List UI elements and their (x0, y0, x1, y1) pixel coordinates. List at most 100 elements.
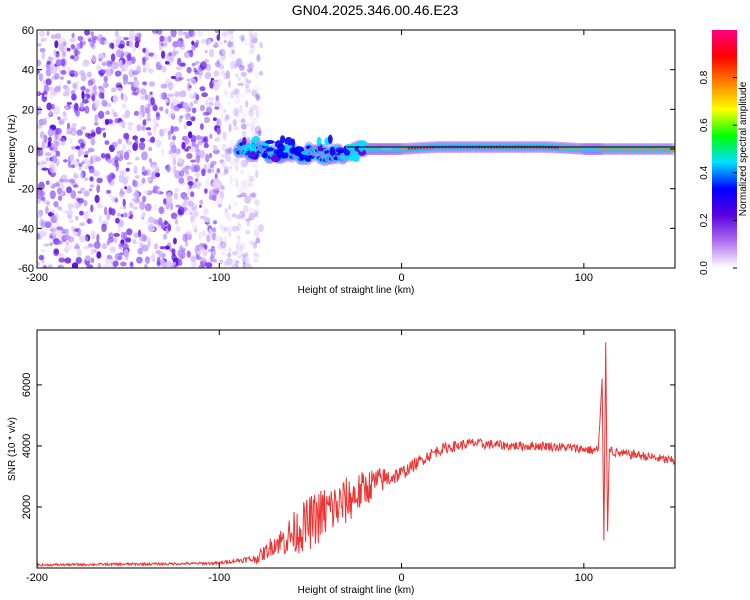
noise-speckle (111, 173, 116, 179)
noise-speckle (240, 213, 247, 217)
noise-speckle (106, 60, 113, 68)
noise-speckle (191, 205, 196, 212)
noise-speckle (111, 157, 117, 166)
signal-blob (344, 149, 351, 156)
noise-speckle (193, 100, 198, 104)
noise-speckle (222, 32, 229, 37)
noise-speckle (216, 198, 224, 206)
noise-speckle (40, 220, 47, 228)
noise-speckle (61, 118, 66, 123)
noise-speckle (229, 139, 235, 149)
noise-speckle (81, 61, 89, 67)
noise-speckle (163, 220, 168, 225)
noise-speckle (80, 126, 87, 131)
spectrogram-y-tick-label: 20 (22, 104, 34, 116)
noise-speckle (219, 190, 225, 200)
noise-speckle (171, 144, 177, 154)
noise-speckle (233, 59, 241, 68)
noise-speckle (219, 104, 223, 111)
noise-speckle (189, 93, 194, 100)
noise-speckle (201, 230, 206, 237)
noise-speckle (79, 234, 86, 243)
noise-speckle (49, 242, 53, 246)
noise-speckle (84, 150, 90, 155)
noise-speckle (95, 156, 101, 162)
noise-speckle (254, 116, 261, 120)
noise-speckle (115, 38, 119, 48)
noise-speckle (133, 165, 138, 175)
noise-speckle (71, 32, 75, 38)
noise-speckle (90, 139, 96, 146)
noise-speckle (209, 133, 213, 139)
noise-speckle (184, 113, 191, 121)
noise-speckle (238, 64, 245, 71)
noise-speckle (233, 112, 238, 117)
noise-speckle (136, 256, 143, 264)
noise-speckle (73, 158, 80, 167)
noise-speckle (69, 37, 76, 43)
noise-speckle (112, 112, 118, 118)
signal-blob (242, 136, 247, 146)
noise-speckle (139, 137, 146, 143)
noise-speckle (123, 205, 127, 210)
noise-speckle (96, 37, 102, 42)
colorbar-tick-label: 0.4 (699, 165, 710, 179)
noise-speckle (219, 50, 222, 56)
noise-speckle (74, 243, 80, 249)
noise-speckle (242, 185, 249, 193)
noise-speckle (142, 69, 146, 73)
signal-blob (305, 155, 312, 162)
noise-speckle (144, 168, 152, 176)
noise-speckle (161, 92, 167, 100)
noise-speckle (191, 62, 196, 66)
noise-speckle (59, 76, 64, 80)
noise-speckle (155, 139, 162, 148)
noise-speckle (133, 70, 140, 74)
noise-speckle (122, 144, 127, 152)
noise-speckle (66, 47, 71, 52)
noise-speckle (214, 30, 220, 34)
noise-speckle (83, 210, 90, 220)
noise-speckle (164, 36, 169, 42)
noise-speckle (248, 48, 255, 55)
noise-speckle (44, 152, 52, 157)
noise-speckle (96, 251, 102, 259)
noise-speckle (117, 212, 121, 217)
noise-speckle (168, 51, 173, 57)
noise-speckle (174, 91, 181, 98)
noise-speckle (64, 104, 69, 110)
noise-speckle (195, 39, 200, 45)
noise-speckle (177, 103, 184, 109)
noise-speckle (215, 61, 221, 68)
noise-speckle (208, 152, 213, 159)
noise-speckle (253, 208, 260, 216)
noise-speckle (128, 210, 133, 216)
noise-speckle (209, 48, 215, 58)
noise-speckle (178, 259, 183, 267)
noise-speckle (72, 82, 77, 89)
noise-speckle (114, 70, 122, 77)
noise-speckle (251, 132, 257, 137)
noise-speckle (247, 69, 253, 74)
noise-speckle (54, 73, 60, 80)
noise-speckle (218, 181, 224, 186)
noise-speckle (142, 81, 148, 86)
noise-speckle (204, 178, 211, 187)
noise-speckle (80, 149, 84, 155)
noise-speckle (123, 132, 130, 140)
noise-speckle (93, 122, 99, 126)
noise-speckle (213, 187, 220, 194)
noise-speckle (207, 38, 212, 45)
noise-speckle (102, 82, 109, 89)
noise-speckle (88, 188, 93, 192)
noise-speckle (106, 189, 111, 194)
noise-speckle (118, 121, 123, 127)
noise-speckle (253, 127, 259, 131)
signal-blob (294, 147, 303, 152)
noise-speckle (221, 153, 227, 158)
noise-speckle (255, 237, 261, 244)
noise-speckle (64, 257, 72, 264)
noise-speckle (243, 179, 249, 187)
noise-speckle (244, 217, 252, 222)
noise-speckle (65, 241, 69, 246)
